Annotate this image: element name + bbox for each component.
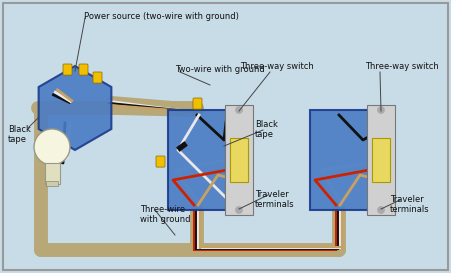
- FancyBboxPatch shape: [156, 156, 165, 167]
- Bar: [310, 110, 368, 210]
- Text: Traveler
terminals: Traveler terminals: [390, 195, 430, 214]
- Text: Three-way switch: Three-way switch: [365, 62, 439, 71]
- Circle shape: [377, 156, 385, 164]
- FancyBboxPatch shape: [367, 105, 395, 215]
- Circle shape: [235, 206, 243, 213]
- Text: Power source (two-wire with ground): Power source (two-wire with ground): [84, 12, 239, 21]
- FancyBboxPatch shape: [45, 162, 60, 183]
- Text: Traveler
terminals: Traveler terminals: [255, 190, 295, 209]
- FancyBboxPatch shape: [225, 105, 253, 215]
- Circle shape: [235, 156, 243, 164]
- Text: Three-way switch: Three-way switch: [240, 62, 314, 71]
- FancyBboxPatch shape: [193, 98, 202, 109]
- FancyBboxPatch shape: [230, 138, 248, 182]
- Polygon shape: [39, 66, 111, 150]
- Circle shape: [377, 206, 385, 213]
- Text: Black
tape: Black tape: [255, 120, 278, 140]
- Bar: [168, 110, 226, 210]
- FancyBboxPatch shape: [79, 64, 88, 75]
- Text: Three-wire
with ground: Three-wire with ground: [140, 205, 190, 224]
- Text: Black
tape: Black tape: [8, 125, 31, 144]
- Text: Two-wire with ground: Two-wire with ground: [175, 65, 265, 74]
- Circle shape: [377, 106, 385, 114]
- FancyBboxPatch shape: [93, 72, 102, 83]
- Circle shape: [235, 106, 243, 114]
- Circle shape: [34, 129, 70, 165]
- FancyBboxPatch shape: [63, 64, 72, 75]
- FancyBboxPatch shape: [46, 181, 58, 186]
- FancyBboxPatch shape: [372, 138, 390, 182]
